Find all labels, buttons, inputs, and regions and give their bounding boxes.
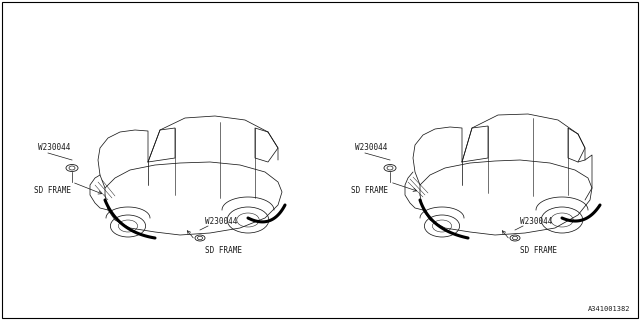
- Text: W230044: W230044: [520, 217, 552, 226]
- Text: SD FRAME: SD FRAME: [520, 246, 557, 255]
- Text: W230044: W230044: [38, 143, 70, 152]
- Ellipse shape: [66, 164, 78, 172]
- Text: SD FRAME: SD FRAME: [34, 186, 71, 195]
- Text: A341001382: A341001382: [588, 306, 630, 312]
- Text: SD FRAME: SD FRAME: [351, 186, 388, 195]
- Text: W230044: W230044: [355, 143, 387, 152]
- Ellipse shape: [195, 235, 205, 241]
- Text: SD FRAME: SD FRAME: [205, 246, 242, 255]
- Ellipse shape: [510, 235, 520, 241]
- Ellipse shape: [384, 164, 396, 172]
- Text: W230044: W230044: [205, 217, 237, 226]
